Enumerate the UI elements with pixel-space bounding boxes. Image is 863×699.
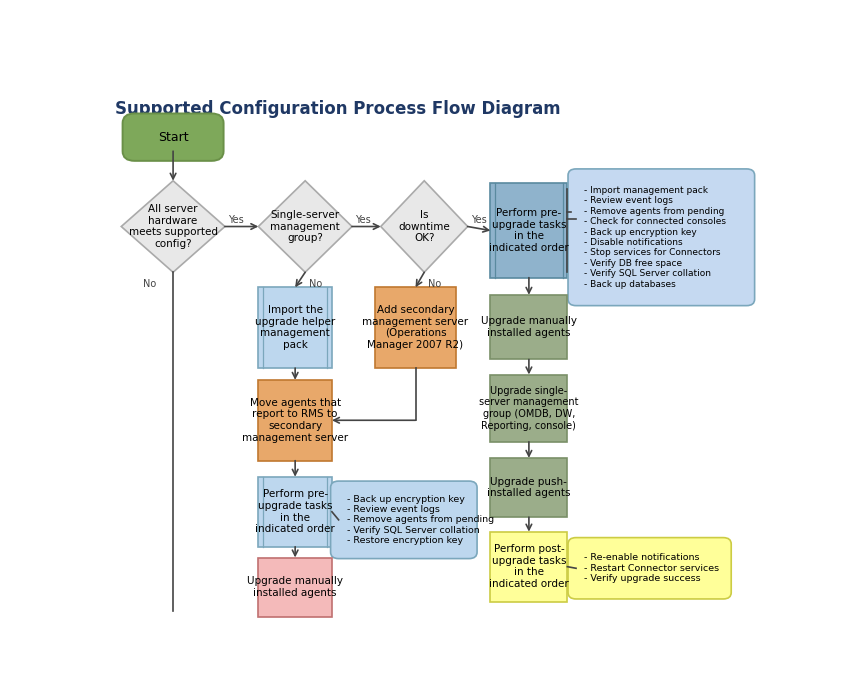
Text: No: No bbox=[427, 279, 441, 289]
Bar bbox=[490, 183, 567, 278]
Text: - Back up encryption key
- Review event logs
- Remove agents from pending
- Veri: - Back up encryption key - Review event … bbox=[347, 495, 494, 545]
Text: Upgrade single-
server management
group (OMDB, DW,
Reporting, console): Upgrade single- server management group … bbox=[479, 386, 579, 431]
Bar bbox=[375, 287, 456, 368]
Text: Perform pre-
upgrade tasks
in the
indicated order: Perform pre- upgrade tasks in the indica… bbox=[255, 489, 335, 534]
Bar bbox=[490, 375, 567, 442]
Text: Upgrade manually
installed agents: Upgrade manually installed agents bbox=[247, 576, 343, 598]
Text: - Import management pack
- Review event logs
- Remove agents from pending
- Chec: - Import management pack - Review event … bbox=[584, 186, 726, 289]
Text: Perform pre-
upgrade tasks
in the
indicated order: Perform pre- upgrade tasks in the indica… bbox=[489, 208, 569, 253]
Text: Upgrade manually
installed agents: Upgrade manually installed agents bbox=[481, 317, 576, 338]
Text: - Re-enable notifications
- Restart Connector services
- Verify upgrade success: - Re-enable notifications - Restart Conn… bbox=[584, 554, 719, 583]
Polygon shape bbox=[121, 181, 225, 272]
Text: Yes: Yes bbox=[228, 215, 244, 225]
Bar bbox=[258, 287, 332, 368]
Bar bbox=[258, 380, 332, 461]
FancyBboxPatch shape bbox=[568, 538, 731, 599]
Text: No: No bbox=[143, 279, 156, 289]
Text: Yes: Yes bbox=[471, 215, 487, 225]
Text: Yes: Yes bbox=[356, 215, 371, 225]
Text: Import the
upgrade helper
management
pack: Import the upgrade helper management pac… bbox=[255, 305, 335, 350]
Polygon shape bbox=[258, 181, 352, 272]
Text: Move agents that
report to RMS to
secondary
management server: Move agents that report to RMS to second… bbox=[243, 398, 348, 442]
FancyBboxPatch shape bbox=[331, 481, 477, 559]
Bar bbox=[490, 458, 567, 517]
Text: No: No bbox=[309, 279, 322, 289]
Bar bbox=[258, 477, 332, 547]
Text: Upgrade push-
installed agents: Upgrade push- installed agents bbox=[487, 477, 570, 498]
FancyBboxPatch shape bbox=[568, 169, 754, 305]
Bar bbox=[490, 532, 567, 602]
Text: Perform post-
upgrade tasks
in the
indicated order: Perform post- upgrade tasks in the indic… bbox=[489, 545, 569, 589]
Polygon shape bbox=[381, 181, 468, 272]
Bar bbox=[490, 295, 567, 359]
Text: All server
hardware
meets supported
config?: All server hardware meets supported conf… bbox=[129, 204, 217, 249]
Text: Is
downtime
OK?: Is downtime OK? bbox=[399, 210, 450, 243]
Text: Single-server
management
group?: Single-server management group? bbox=[270, 210, 340, 243]
Text: Start: Start bbox=[158, 131, 188, 144]
Text: Supported Configuration Process Flow Diagram: Supported Configuration Process Flow Dia… bbox=[115, 100, 560, 118]
FancyBboxPatch shape bbox=[123, 113, 224, 161]
Text: Add secondary
management server
(Operations
Manager 2007 R2): Add secondary management server (Operati… bbox=[362, 305, 469, 350]
Bar bbox=[258, 558, 332, 617]
